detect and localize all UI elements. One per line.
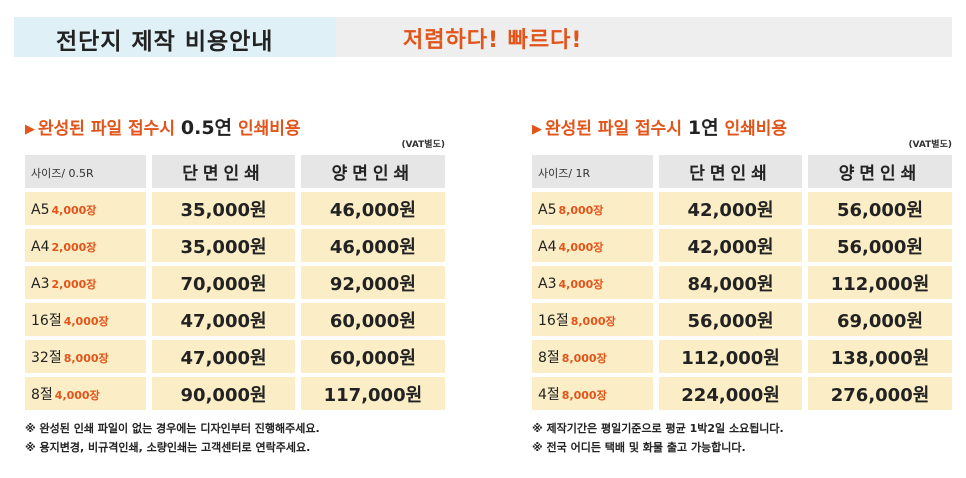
single-price: 47,000원: [146, 340, 295, 373]
size-label: 4절: [538, 386, 560, 403]
column-header-double: 양면인쇄: [802, 155, 952, 188]
double-price: 112,000원: [802, 266, 952, 299]
note-line: ※ 전국 어디든 택배 및 화물 출고 가능합니다.: [532, 441, 746, 454]
quantity-label: 8,000장: [570, 314, 616, 328]
panel-title-prefix: 완성된 파일 접수시: [38, 119, 175, 139]
size-label: A5: [31, 202, 50, 218]
double-price: 138,000원: [802, 340, 952, 373]
column-header-double: 양면인쇄: [294, 155, 445, 188]
table-row: A3 4,000장 84,000원 112,000원: [532, 266, 952, 299]
price-table: 사이즈/ 0.5R 단면인쇄 양면인쇄 A5 4,000장 35,000원 46,…: [25, 151, 445, 414]
quantity-label: 2,000장: [51, 241, 97, 254]
table-row: A3 2,000장 70,000원 92,000원: [25, 266, 445, 299]
single-price: 224,000원: [653, 377, 803, 410]
quantity-label: 2,000장: [51, 278, 97, 291]
double-price: 46,000원: [294, 192, 445, 225]
single-price: 112,000원: [653, 340, 803, 373]
size-label: A3: [538, 276, 557, 292]
notes-right: ※ 제작기간은 평일기준으로 평균 1박2일 소요됩니다. ※ 전국 어디든 택…: [532, 419, 784, 457]
size-label: 8절: [31, 386, 53, 403]
quantity-label: 8,000장: [561, 351, 607, 365]
double-price: 60,000원: [294, 340, 445, 373]
size-label: A4: [31, 239, 50, 255]
single-price: 42,000원: [653, 192, 803, 225]
quantity-label: 4,000장: [54, 388, 100, 402]
size-label: A3: [31, 276, 50, 292]
double-price: 276,000원: [802, 377, 952, 410]
table-header-row: 사이즈/ 0.5R 단면인쇄 양면인쇄: [25, 155, 445, 188]
note-line: ※ 제작기간은 평일기준으로 평균 1박2일 소요됩니다.: [532, 422, 784, 435]
header-title-box: [14, 17, 336, 57]
quantity-label: 8,000장: [558, 204, 604, 217]
panel-title: ▶ 완성된 파일 접수시 0.5연 인쇄비용: [25, 113, 301, 140]
table-row: A5 8,000장 42,000원 56,000원: [532, 192, 952, 225]
panel-title-qty: 1연: [687, 117, 719, 139]
quantity-label: 4,000장: [558, 278, 604, 291]
double-price: 60,000원: [294, 303, 445, 336]
single-price: 35,000원: [146, 192, 295, 225]
size-label: 16절: [538, 312, 569, 329]
panel-title-prefix: 완성된 파일 접수시: [545, 119, 682, 139]
size-label: A4: [538, 239, 557, 255]
size-label: 16절: [31, 312, 62, 329]
double-price: 92,000원: [294, 266, 445, 299]
double-price: 56,000원: [802, 192, 952, 225]
quantity-label: 8,000장: [63, 351, 109, 365]
double-price: 46,000원: [294, 229, 445, 262]
single-price: 70,000원: [146, 266, 295, 299]
table-row: 8절 8,000장 112,000원 138,000원: [532, 340, 952, 373]
single-price: 90,000원: [146, 377, 295, 410]
table-row: A4 4,000장 42,000원 56,000원: [532, 229, 952, 262]
single-price: 42,000원: [653, 229, 803, 262]
price-table: 사이즈/ 1R 단면인쇄 양면인쇄 A5 8,000장 42,000원 56,00…: [532, 151, 952, 414]
table-row: 32절 8,000장 47,000원 60,000원: [25, 340, 445, 373]
table-row: A5 4,000장 35,000원 46,000원: [25, 192, 445, 225]
quantity-label: 8,000장: [561, 388, 607, 402]
table-header-row: 사이즈/ 1R 단면인쇄 양면인쇄: [532, 155, 952, 188]
table-row: 8절 4,000장 90,000원 117,000원: [25, 377, 445, 410]
quantity-label: 4,000장: [63, 314, 109, 328]
table-row: 16절 8,000장 56,000원 69,000원: [532, 303, 952, 336]
panel-title-qty: 0.5연: [180, 117, 233, 139]
single-price: 47,000원: [146, 303, 295, 336]
vat-note: (VAT별도): [401, 140, 445, 150]
notes-left: ※ 완성된 인쇄 파일이 없는 경우에는 디자인부터 진행해주세요. ※ 용지변…: [25, 419, 320, 457]
vat-note: (VAT별도): [908, 140, 952, 150]
triangle-bullet-icon: ▶: [25, 122, 35, 137]
single-price: 84,000원: [653, 266, 803, 299]
note-line: ※ 용지변경, 비규격인쇄, 소량인쇄는 고객센터로 연락주세요.: [25, 441, 311, 454]
double-price: 117,000원: [294, 377, 445, 410]
table-row: A4 2,000장 35,000원 46,000원: [25, 229, 445, 262]
size-label: 8절: [538, 349, 560, 366]
column-header-size: 사이즈/ 0.5R: [31, 167, 94, 180]
column-header-single: 단면인쇄: [653, 155, 803, 188]
single-price: 56,000원: [653, 303, 803, 336]
quantity-label: 4,000장: [558, 241, 604, 254]
column-header-single: 단면인쇄: [146, 155, 295, 188]
triangle-bullet-icon: ▶: [532, 122, 542, 137]
page-title: 전단지 제작 비용안내: [56, 29, 274, 55]
table-row: 4절 8,000장 224,000원 276,000원: [532, 377, 952, 410]
single-price: 35,000원: [146, 229, 295, 262]
panel-title-suffix: 인쇄비용: [724, 119, 788, 139]
panel-title: ▶ 완성된 파일 접수시 1연 인쇄비용: [532, 113, 787, 140]
column-header-size: 사이즈/ 1R: [538, 167, 591, 180]
table-row: 16절 4,000장 47,000원 60,000원: [25, 303, 445, 336]
double-price: 56,000원: [802, 229, 952, 262]
header-slogan: 저렴하다! 빠르다!: [403, 28, 583, 53]
note-line: ※ 완성된 인쇄 파일이 없는 경우에는 디자인부터 진행해주세요.: [25, 422, 320, 435]
size-label: 32절: [31, 349, 62, 366]
size-label: A5: [538, 202, 557, 218]
double-price: 69,000원: [802, 303, 952, 336]
panel-title-suffix: 인쇄비용: [237, 119, 301, 139]
quantity-label: 4,000장: [51, 204, 97, 217]
